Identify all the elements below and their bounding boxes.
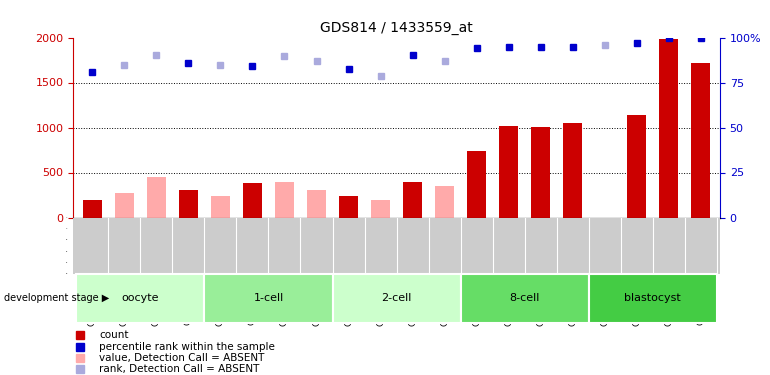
Bar [563, 123, 582, 218]
Text: 1-cell: 1-cell [253, 293, 283, 303]
Text: 8-cell: 8-cell [510, 293, 540, 303]
Bar [204, 274, 333, 322]
Text: value, Detection Call = ABSENT: value, Detection Call = ABSENT [99, 353, 264, 363]
Bar [691, 63, 711, 217]
Bar [499, 126, 518, 218]
Title: GDS814 / 1433559_at: GDS814 / 1433559_at [320, 21, 473, 35]
Bar [179, 190, 198, 217]
Bar [275, 182, 294, 218]
Bar [435, 186, 454, 218]
Bar [339, 196, 358, 217]
Text: rank, Detection Call = ABSENT: rank, Detection Call = ABSENT [99, 364, 259, 374]
Text: 2-cell: 2-cell [381, 293, 412, 303]
Bar [82, 200, 102, 217]
Bar [371, 200, 390, 217]
Text: development stage ▶: development stage ▶ [4, 293, 109, 303]
Bar [76, 274, 204, 322]
Bar [147, 177, 166, 218]
Text: blastocyst: blastocyst [624, 293, 681, 303]
Bar [531, 127, 551, 218]
Bar [467, 151, 486, 217]
Bar [333, 274, 460, 322]
Text: count: count [99, 330, 129, 340]
Bar [460, 274, 589, 322]
Bar [115, 193, 134, 217]
Bar [627, 115, 646, 218]
Bar [659, 39, 678, 218]
Bar [243, 183, 262, 218]
Text: percentile rank within the sample: percentile rank within the sample [99, 342, 275, 351]
Text: oocyte: oocyte [122, 293, 159, 303]
Bar [307, 190, 326, 217]
Bar [403, 182, 422, 218]
Bar [589, 274, 717, 322]
Bar [211, 196, 230, 217]
